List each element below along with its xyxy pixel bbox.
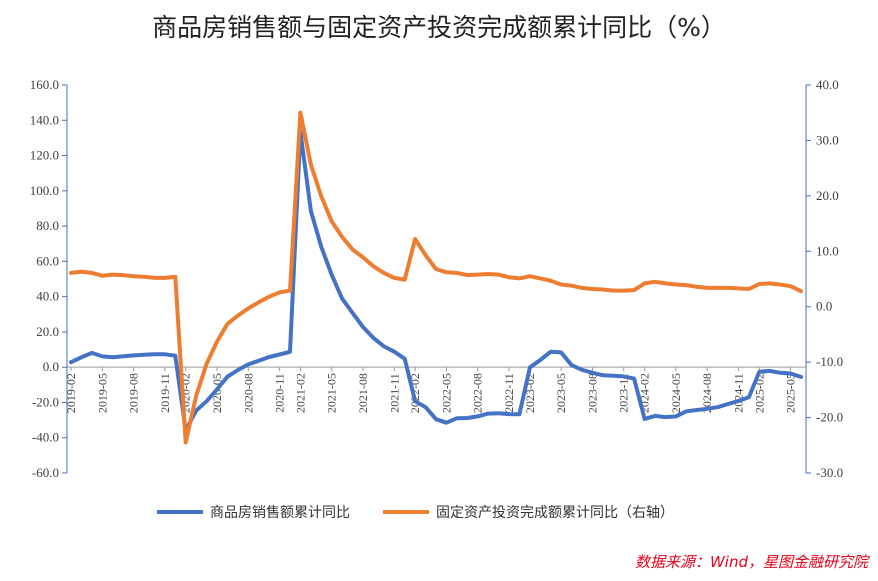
y-left-tick-label: 60.0 xyxy=(36,253,59,268)
y-right-tick-label: 30.0 xyxy=(816,132,839,147)
y-left-tick-label: 120.0 xyxy=(30,148,59,163)
y-right-tick-label: 20.0 xyxy=(816,188,839,203)
source-note: 数据来源：Wind，星图金融研究院 xyxy=(635,553,870,571)
legend-label-sales: 商品房销售额累计同比 xyxy=(210,505,350,521)
y-left-tick-label: 140.0 xyxy=(30,112,59,127)
y-left-tick-label: -60.0 xyxy=(32,465,59,480)
y-right-tick-label: 40.0 xyxy=(816,77,839,92)
x-tick-label: 2019-08 xyxy=(127,373,141,413)
y-left-tick-label: -40.0 xyxy=(32,430,59,445)
x-tick-label: 2020-11 xyxy=(273,373,287,413)
x-tick-label: 2021-05 xyxy=(325,373,339,413)
x-tick-label: 2019-02 xyxy=(64,373,78,413)
x-tick-label: 2023-05 xyxy=(554,373,568,413)
x-tick-label: 2024-05 xyxy=(669,373,683,413)
y-right-tick-label: 10.0 xyxy=(816,243,839,258)
x-tick-label: 2025-05 xyxy=(784,373,798,413)
x-tick-label: 2021-11 xyxy=(387,373,401,413)
x-tick-label: 2019-05 xyxy=(95,373,109,413)
legend-label-investment: 固定资产投资完成额累计同比（右轴） xyxy=(436,505,674,521)
y-left-tick-label: 160.0 xyxy=(30,77,59,92)
y-right-tick-label: -30.0 xyxy=(816,465,843,480)
x-tick-label: 2019-11 xyxy=(158,373,172,413)
y-left-tick-label: 0.0 xyxy=(43,359,59,374)
x-tick-label: 2022-11 xyxy=(502,373,516,413)
x-tick-label: 2023-11 xyxy=(617,373,631,413)
y-left-tick-label: 20.0 xyxy=(36,324,59,339)
x-tick-label: 2021-02 xyxy=(293,373,307,413)
chart-title: 商品房销售额与固定资产投资完成额累计同比（%） xyxy=(152,13,726,42)
y-right-tick-label: -20.0 xyxy=(816,410,843,425)
series-line-investment xyxy=(69,110,803,445)
x-tick-label: 2024-08 xyxy=(700,373,714,413)
x-tick-label: 2020-08 xyxy=(241,373,255,413)
y-left-tick-label: 80.0 xyxy=(36,218,59,233)
y-right-tick-label: -10.0 xyxy=(816,354,843,369)
y-left-tick-label: -20.0 xyxy=(32,394,59,409)
y-right-tick-label: 0.0 xyxy=(816,299,832,314)
series-layer xyxy=(69,110,803,445)
y-left-tick-label: 40.0 xyxy=(36,289,59,304)
x-tick-label: 2024-11 xyxy=(731,373,745,413)
axes: 160.0 140.0 120.0 100.0 80.0 60.0 40.0 20.0 0.0 -… xyxy=(30,77,843,480)
x-tick-label: 2021-08 xyxy=(356,373,370,413)
x-tick-label: 2023-08 xyxy=(585,373,599,413)
y-left-tick-label: 100.0 xyxy=(30,183,59,198)
x-tick-label: 2022-05 xyxy=(439,373,453,413)
legend: 商品房销售额累计同比 固定资产投资完成额累计同比（右轴） xyxy=(157,505,674,521)
x-tick-label: 2022-08 xyxy=(471,373,485,413)
